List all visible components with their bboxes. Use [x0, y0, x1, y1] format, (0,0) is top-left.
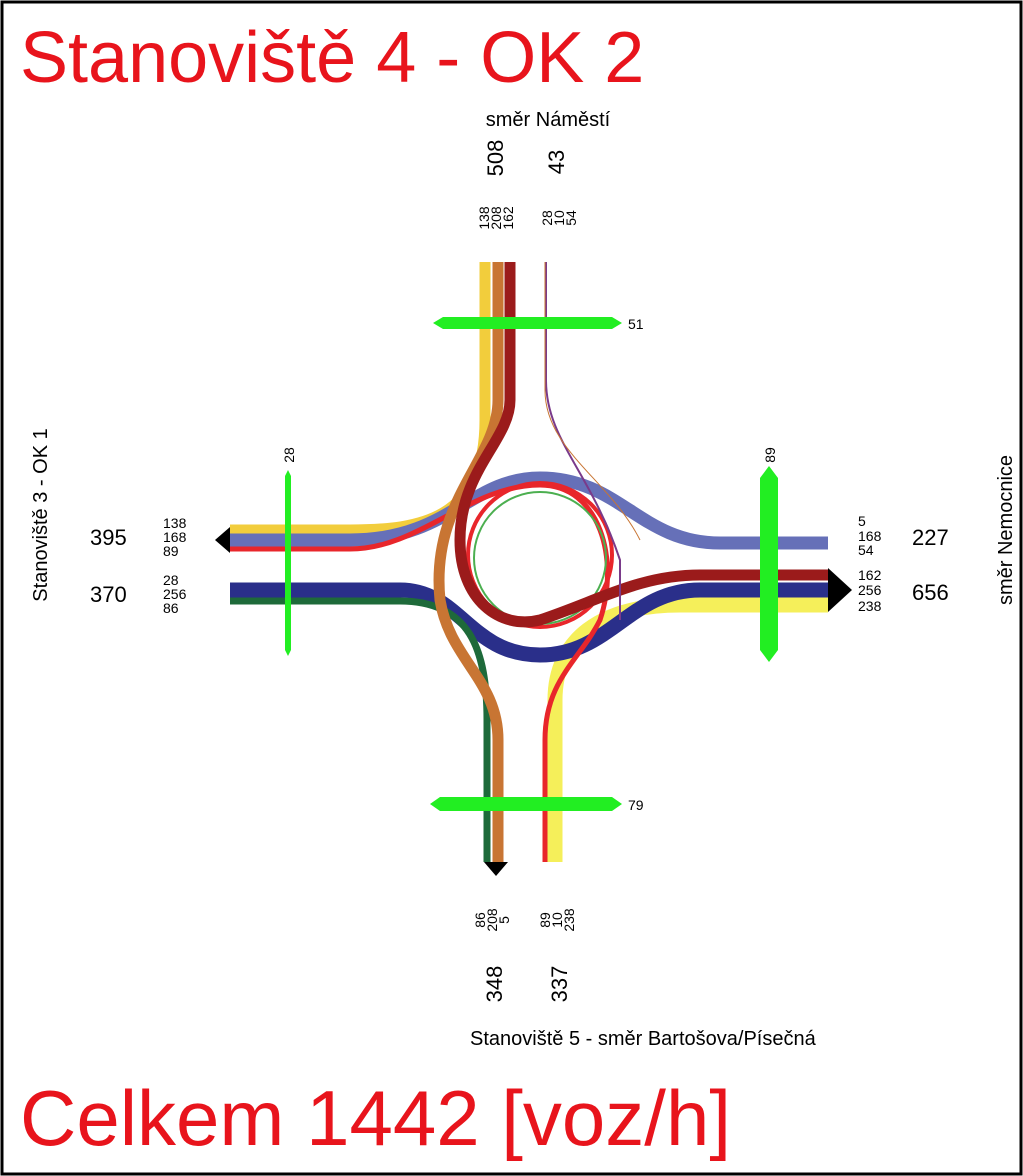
part: 54	[563, 210, 579, 226]
part: 168	[163, 529, 187, 545]
part: 89	[537, 912, 553, 928]
flow	[545, 262, 621, 620]
part: 168	[858, 528, 882, 544]
flow	[454, 262, 828, 628]
pedestrians: 28	[281, 447, 297, 463]
crossing	[285, 470, 291, 656]
part: 10	[551, 210, 567, 226]
total: 508	[483, 140, 508, 177]
part: 54	[858, 542, 874, 558]
part: 28	[539, 210, 555, 226]
part: 208	[488, 206, 504, 230]
total: Celkem 1442 [voz/h]	[20, 1074, 731, 1162]
flow	[433, 262, 504, 862]
part: 162	[858, 567, 882, 583]
part: 238	[858, 598, 882, 614]
part: 138	[163, 515, 187, 531]
arm-label: směr Náměstí	[486, 109, 611, 131]
total: 395	[90, 525, 127, 550]
total: 43	[544, 150, 569, 174]
flows	[215, 262, 852, 876]
part: 238	[561, 908, 577, 932]
pedestrians: 79	[628, 797, 644, 813]
pedestrians: 89	[762, 447, 778, 463]
part: 86	[472, 912, 488, 928]
total: 227	[912, 525, 949, 550]
crossing	[430, 797, 622, 811]
part: 162	[500, 206, 516, 230]
part: 138	[476, 206, 492, 230]
title: Stanoviště 4 - OK 2	[20, 18, 644, 98]
part: 208	[484, 908, 500, 932]
arm-label: směr Nemocnice	[995, 455, 1017, 605]
part: 89	[163, 543, 179, 559]
total: 370	[90, 582, 127, 607]
total: 337	[547, 966, 572, 1003]
part: 5	[858, 513, 866, 529]
crossing	[760, 466, 778, 662]
total: 656	[912, 580, 949, 605]
flow	[466, 481, 614, 629]
flow	[230, 482, 610, 862]
arm-label: Stanoviště 5 - směr Bartošova/Písečná	[470, 1028, 817, 1050]
crossings	[285, 317, 778, 811]
part: 28	[163, 572, 179, 588]
pedestrians: 51	[628, 316, 644, 332]
flow	[230, 471, 828, 550]
arrow	[215, 527, 230, 553]
arm-label: Stanoviště 3 - OK 1	[30, 428, 52, 601]
arrow	[828, 568, 852, 612]
flow	[544, 262, 641, 541]
part: 256	[858, 582, 882, 598]
part: 10	[549, 912, 565, 928]
part: 86	[163, 600, 179, 616]
arrow	[484, 862, 508, 876]
crossing	[433, 317, 622, 329]
part: 5	[496, 916, 512, 924]
total: 348	[482, 966, 507, 1003]
part: 256	[163, 586, 187, 602]
